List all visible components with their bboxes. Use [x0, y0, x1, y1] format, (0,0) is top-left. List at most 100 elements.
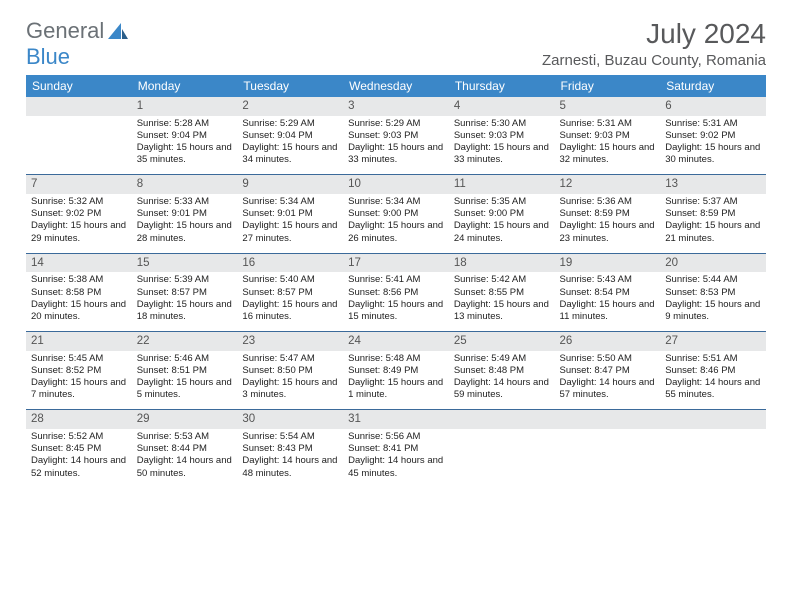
sunset-line: Sunset: 9:03 PM [560, 130, 656, 142]
calendar-table: Sunday Monday Tuesday Wednesday Thursday… [26, 75, 766, 488]
day-number: 30 [237, 410, 343, 429]
day-cell: Sunrise: 5:50 AMSunset: 8:47 PMDaylight:… [555, 351, 661, 410]
sunrise-line: Sunrise: 5:51 AM [665, 353, 761, 365]
sunset-line: Sunset: 8:59 PM [560, 208, 656, 220]
day-cell: Sunrise: 5:44 AMSunset: 8:53 PMDaylight:… [660, 272, 766, 331]
day-number: 29 [132, 410, 238, 429]
sunrise-line: Sunrise: 5:29 AM [242, 118, 338, 130]
day-cell: Sunrise: 5:49 AMSunset: 8:48 PMDaylight:… [449, 351, 555, 410]
weekday-header: Wednesday [343, 75, 449, 97]
sunrise-line: Sunrise: 5:31 AM [560, 118, 656, 130]
sunset-line: Sunset: 9:04 PM [242, 130, 338, 142]
day-number: 9 [237, 175, 343, 194]
day-cell [26, 116, 132, 175]
day-cell: Sunrise: 5:56 AMSunset: 8:41 PMDaylight:… [343, 429, 449, 488]
day-cell: Sunrise: 5:47 AMSunset: 8:50 PMDaylight:… [237, 351, 343, 410]
sunset-line: Sunset: 9:02 PM [31, 208, 127, 220]
daylight-line: Daylight: 15 hours and 9 minutes. [665, 299, 761, 323]
day-number: 7 [26, 175, 132, 194]
logo-sail-icon [107, 22, 129, 40]
daylight-line: Daylight: 14 hours and 50 minutes. [137, 455, 233, 479]
sunrise-line: Sunrise: 5:54 AM [242, 431, 338, 443]
day-cell: Sunrise: 5:48 AMSunset: 8:49 PMDaylight:… [343, 351, 449, 410]
day-cell [449, 429, 555, 488]
daylight-line: Daylight: 15 hours and 24 minutes. [454, 220, 550, 244]
sunrise-line: Sunrise: 5:47 AM [242, 353, 338, 365]
day-number [26, 97, 132, 116]
sunset-line: Sunset: 9:04 PM [137, 130, 233, 142]
sunset-line: Sunset: 9:00 PM [348, 208, 444, 220]
day-number: 25 [449, 332, 555, 351]
sunset-line: Sunset: 8:41 PM [348, 443, 444, 455]
day-number: 6 [660, 97, 766, 116]
daylight-line: Daylight: 14 hours and 48 minutes. [242, 455, 338, 479]
sunrise-line: Sunrise: 5:41 AM [348, 274, 444, 286]
daylight-line: Daylight: 15 hours and 34 minutes. [242, 142, 338, 166]
sunset-line: Sunset: 9:00 PM [454, 208, 550, 220]
sunset-line: Sunset: 8:48 PM [454, 365, 550, 377]
daylight-line: Daylight: 15 hours and 16 minutes. [242, 299, 338, 323]
day-cell [660, 429, 766, 488]
daylight-line: Daylight: 14 hours and 45 minutes. [348, 455, 444, 479]
sunset-line: Sunset: 8:44 PM [137, 443, 233, 455]
sunset-line: Sunset: 8:53 PM [665, 287, 761, 299]
sunrise-line: Sunrise: 5:49 AM [454, 353, 550, 365]
sunrise-line: Sunrise: 5:33 AM [137, 196, 233, 208]
day-cell: Sunrise: 5:54 AMSunset: 8:43 PMDaylight:… [237, 429, 343, 488]
sunrise-line: Sunrise: 5:36 AM [560, 196, 656, 208]
day-cell: Sunrise: 5:45 AMSunset: 8:52 PMDaylight:… [26, 351, 132, 410]
sunrise-line: Sunrise: 5:34 AM [242, 196, 338, 208]
daylight-line: Daylight: 14 hours and 52 minutes. [31, 455, 127, 479]
day-cell: Sunrise: 5:35 AMSunset: 9:00 PMDaylight:… [449, 194, 555, 253]
sunrise-line: Sunrise: 5:31 AM [665, 118, 761, 130]
day-number: 15 [132, 253, 238, 272]
sunset-line: Sunset: 8:45 PM [31, 443, 127, 455]
day-cell: Sunrise: 5:53 AMSunset: 8:44 PMDaylight:… [132, 429, 238, 488]
day-cell: Sunrise: 5:28 AMSunset: 9:04 PMDaylight:… [132, 116, 238, 175]
sunrise-line: Sunrise: 5:39 AM [137, 274, 233, 286]
sunrise-line: Sunrise: 5:34 AM [348, 196, 444, 208]
daylight-line: Daylight: 15 hours and 7 minutes. [31, 377, 127, 401]
day-number: 18 [449, 253, 555, 272]
sunset-line: Sunset: 8:55 PM [454, 287, 550, 299]
day-number: 17 [343, 253, 449, 272]
sunset-line: Sunset: 8:47 PM [560, 365, 656, 377]
day-number: 22 [132, 332, 238, 351]
sunrise-line: Sunrise: 5:30 AM [454, 118, 550, 130]
daylight-line: Daylight: 15 hours and 30 minutes. [665, 142, 761, 166]
day-number: 2 [237, 97, 343, 116]
sunset-line: Sunset: 8:57 PM [242, 287, 338, 299]
day-number: 13 [660, 175, 766, 194]
header: General July 2024 Zarnesti, Buzau County… [26, 18, 766, 69]
daylight-line: Daylight: 14 hours and 55 minutes. [665, 377, 761, 401]
daylight-line: Daylight: 15 hours and 23 minutes. [560, 220, 656, 244]
sunrise-line: Sunrise: 5:42 AM [454, 274, 550, 286]
day-cell: Sunrise: 5:41 AMSunset: 8:56 PMDaylight:… [343, 272, 449, 331]
sunrise-line: Sunrise: 5:46 AM [137, 353, 233, 365]
day-number: 19 [555, 253, 661, 272]
weekday-header: Tuesday [237, 75, 343, 97]
sunrise-line: Sunrise: 5:38 AM [31, 274, 127, 286]
daylight-line: Daylight: 15 hours and 3 minutes. [242, 377, 338, 401]
sunrise-line: Sunrise: 5:35 AM [454, 196, 550, 208]
day-cell: Sunrise: 5:34 AMSunset: 9:01 PMDaylight:… [237, 194, 343, 253]
day-number [449, 410, 555, 429]
sunrise-line: Sunrise: 5:48 AM [348, 353, 444, 365]
day-cell [555, 429, 661, 488]
daylight-line: Daylight: 15 hours and 20 minutes. [31, 299, 127, 323]
sunset-line: Sunset: 9:03 PM [348, 130, 444, 142]
sunset-line: Sunset: 8:59 PM [665, 208, 761, 220]
sunset-line: Sunset: 9:03 PM [454, 130, 550, 142]
day-number: 20 [660, 253, 766, 272]
sunset-line: Sunset: 8:56 PM [348, 287, 444, 299]
day-number: 16 [237, 253, 343, 272]
sunset-line: Sunset: 8:54 PM [560, 287, 656, 299]
day-number: 8 [132, 175, 238, 194]
sunrise-line: Sunrise: 5:28 AM [137, 118, 233, 130]
daylight-line: Daylight: 15 hours and 35 minutes. [137, 142, 233, 166]
sunrise-line: Sunrise: 5:32 AM [31, 196, 127, 208]
sunset-line: Sunset: 9:01 PM [242, 208, 338, 220]
daylight-line: Daylight: 15 hours and 26 minutes. [348, 220, 444, 244]
sunset-line: Sunset: 8:52 PM [31, 365, 127, 377]
sunset-line: Sunset: 8:49 PM [348, 365, 444, 377]
